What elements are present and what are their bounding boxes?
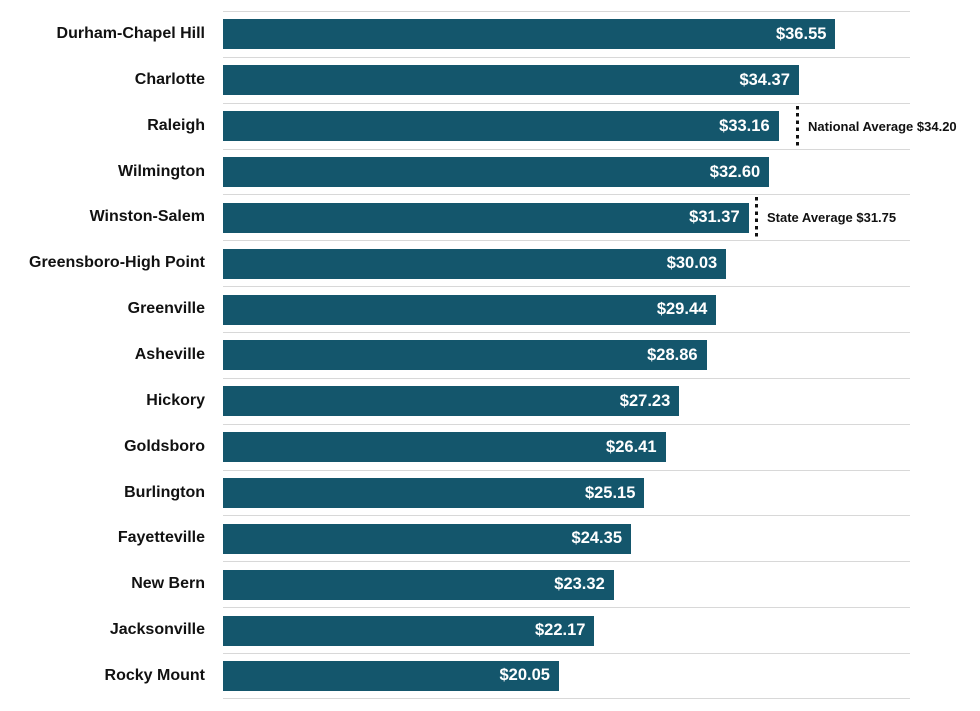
bar: $33.16 [223,111,779,142]
bar-value-label: $20.05 [499,666,550,685]
category-label: Durham-Chapel Hill [56,24,205,42]
plot-area-row: $32.60 [223,148,910,195]
bar: $22.17 [223,615,595,646]
category-label: Greensboro-High Point [29,254,205,272]
chart-row: Raleigh $33.16 National Average $34.20 [0,102,980,149]
category-label: New Bern [131,575,205,593]
chart-row: Greenville $29.44 [0,286,980,332]
chart-row: Winston-Salem $31.37 State Average $31.75 [0,194,980,240]
category-label: Charlotte [134,70,205,88]
bar-value-label: $26.41 [606,437,657,456]
state-average-marker: State Average $31.75 [755,197,897,239]
plot-area-row: $27.23 [223,377,910,424]
category-label: Wilmington [118,162,205,180]
category-label: Rocky Mount [104,666,205,684]
chart-row: Greensboro-High Point $30.03 [0,240,980,286]
bar: $24.35 [223,523,631,554]
bar-value-label: $30.03 [666,254,718,273]
plot-area-row: $33.16 National Average $34.20 [223,102,957,149]
national-average-marker: National Average $34.20 [796,105,957,147]
bar-value-label: $29.44 [656,300,708,319]
chart-row: New Bern $23.32 [0,561,980,607]
bar: $30.03 [223,248,727,279]
plot-area-row: $31.37 State Average $31.75 [223,194,910,240]
plot-area-row: $24.35 [223,515,910,561]
bar: $34.37 [223,65,799,96]
chart-row: Fayetteville $24.35 [0,515,980,561]
bar-chart: Durham-Chapel Hill $36.55 Charlotte $34.37 R… [0,11,980,699]
bar: $28.86 [223,340,707,371]
bar: $36.55 [223,19,836,50]
chart-row: Charlotte $34.37 [0,56,980,103]
chart-row: Asheville $28.86 [0,332,980,378]
category-label: Goldsboro [124,437,205,455]
bar-value-label: $33.16 [719,116,770,135]
bar: $27.23 [223,386,680,417]
category-label: Jacksonville [109,621,205,639]
bar-value-label: $22.17 [535,621,586,640]
bar-value-label: $31.37 [689,208,740,227]
category-label: Burlington [124,483,205,501]
plot-area-row: $28.86 [223,332,910,378]
chart-row: Wilmington $32.60 [0,148,980,195]
bar-value-label: $36.55 [775,24,827,43]
plot-area-row: $30.03 [223,240,910,286]
category-label: Asheville [134,345,205,363]
plot-area-row: $36.55 [223,11,910,57]
chart-row: Durham-Chapel Hill $36.55 [0,11,980,57]
plot-area-row: $29.44 [223,286,910,332]
bar-value-label: $24.35 [571,529,622,548]
bar: $29.44 [223,294,717,325]
bar: $32.60 [223,157,770,187]
bar-value-label: $27.23 [619,391,671,410]
category-label: Fayetteville [117,529,205,547]
chart-row: Hickory $27.23 [0,377,980,424]
plot-area-row: $25.15 [223,469,910,516]
chart-row: Rocky Mount $20.05 [0,653,980,699]
bar: $23.32 [223,569,614,600]
plot-area-row: $22.17 [223,607,910,653]
category-label: Raleigh [147,116,205,134]
category-label: Greenville [127,300,205,318]
bar-value-label: $23.32 [554,575,605,594]
bar-value-label: $32.60 [709,162,761,181]
chart-row: Jacksonville $22.17 [0,607,980,653]
chart-row: Burlington $25.15 [0,469,980,516]
category-label: Winston-Salem [89,208,205,226]
average-dotted-line [796,105,800,147]
plot-area-row: $34.37 [223,56,910,103]
average-dotted-line [755,197,758,239]
bar: $26.41 [223,432,666,463]
plot-area-row: $23.32 [223,561,910,607]
plot-area-row: $20.05 [223,653,910,699]
bar-value-label: $34.37 [739,70,790,89]
bar-value-label: $28.86 [647,345,698,364]
average-marker-label: National Average $34.20 [808,118,957,134]
category-label: Hickory [146,391,205,409]
bar: $20.05 [223,660,559,691]
bar: $25.15 [223,478,645,509]
chart-row: Goldsboro $26.41 [0,423,980,470]
average-marker-label: State Average $31.75 [767,210,897,226]
plot-area-row: $26.41 [223,423,910,470]
bar: $31.37 [223,202,749,233]
bar-value-label: $25.15 [584,483,636,502]
